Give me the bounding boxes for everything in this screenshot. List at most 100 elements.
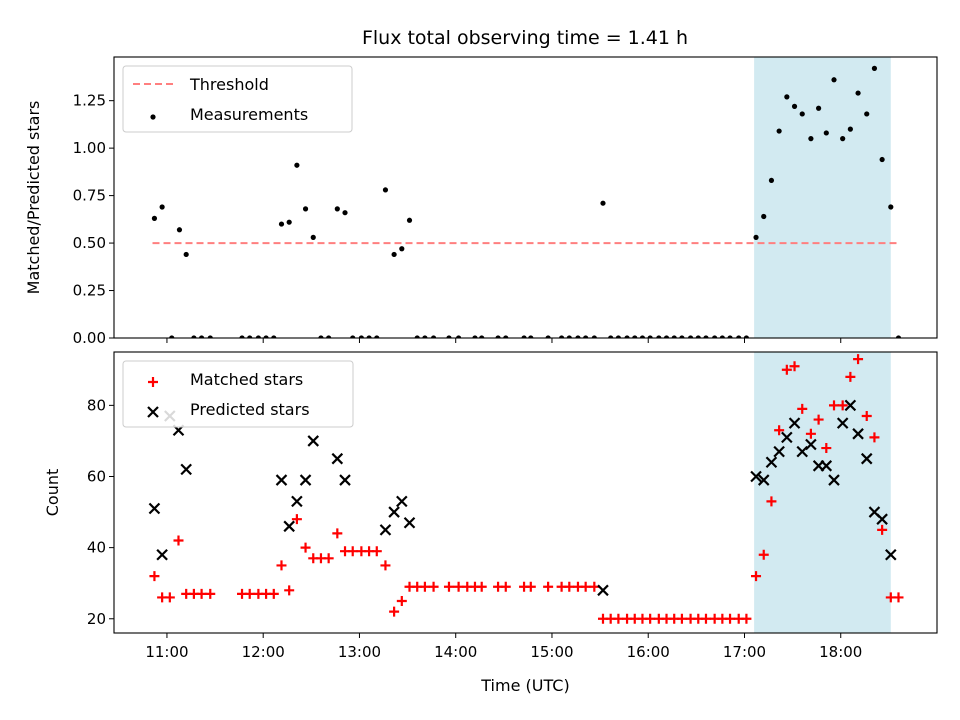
data-point bbox=[503, 335, 509, 338]
predicted-point bbox=[275, 474, 288, 486]
legend-marker bbox=[147, 406, 159, 418]
matched-point bbox=[276, 560, 287, 571]
data-point bbox=[840, 136, 846, 142]
data-point bbox=[583, 335, 589, 338]
legend-marker bbox=[150, 114, 156, 120]
shaded-region bbox=[754, 352, 891, 633]
matched-point bbox=[781, 364, 792, 375]
data-point bbox=[422, 335, 428, 338]
matched-point bbox=[877, 524, 888, 535]
matched-point bbox=[589, 581, 600, 592]
data-point bbox=[727, 335, 733, 338]
matched-point bbox=[845, 371, 856, 382]
data-point bbox=[687, 335, 694, 338]
data-point bbox=[816, 105, 822, 111]
data-point bbox=[414, 335, 420, 338]
x-tick-label: 12:00 bbox=[242, 643, 285, 661]
data-point bbox=[207, 335, 213, 338]
matched-point bbox=[268, 588, 279, 599]
data-point bbox=[855, 90, 861, 96]
axes-frame bbox=[113, 56, 938, 339]
y-tick-label: 0.75 bbox=[73, 187, 106, 205]
y-axis-label: Count bbox=[43, 469, 62, 517]
data-point bbox=[566, 335, 572, 338]
predicted-point bbox=[750, 470, 762, 483]
data-point bbox=[823, 130, 829, 136]
matched-point bbox=[244, 588, 255, 599]
matched-point bbox=[396, 595, 407, 606]
x-tick-label: 11:00 bbox=[145, 643, 188, 661]
matched-point bbox=[476, 581, 487, 592]
y-tick-label: 1.00 bbox=[73, 139, 106, 157]
data-point bbox=[310, 234, 316, 240]
matched-point bbox=[821, 443, 832, 454]
ratio-panel: 0.00 0.25 0.50 0.75 1.00 1.25 Matched/Predicte… bbox=[24, 56, 938, 347]
x-tick-label: 16:00 bbox=[627, 643, 670, 661]
data-point bbox=[406, 217, 413, 223]
data-point bbox=[183, 251, 189, 258]
data-point bbox=[879, 156, 885, 163]
data-point bbox=[302, 206, 309, 212]
chart-title: Flux total observing time = 1.41 h bbox=[362, 27, 688, 49]
data-point bbox=[382, 187, 389, 193]
data-point bbox=[591, 335, 597, 338]
data-point bbox=[719, 335, 725, 338]
matched-point bbox=[861, 411, 872, 422]
data-point bbox=[784, 94, 790, 100]
matched-point bbox=[543, 581, 554, 592]
matched-point bbox=[443, 581, 454, 592]
data-point bbox=[632, 335, 638, 338]
plot-area bbox=[148, 354, 904, 624]
data-point bbox=[318, 335, 324, 338]
matched-point bbox=[837, 400, 848, 411]
data-point bbox=[624, 335, 630, 338]
data-point bbox=[888, 204, 894, 210]
data-point bbox=[615, 335, 621, 338]
data-point bbox=[334, 206, 340, 212]
shaded-region bbox=[754, 57, 891, 338]
data-point bbox=[575, 335, 581, 338]
x-tick-label: 15:00 bbox=[530, 643, 573, 661]
matched-point bbox=[751, 571, 762, 582]
matched-point bbox=[525, 581, 536, 592]
matched-point bbox=[205, 588, 216, 599]
data-point bbox=[294, 162, 300, 168]
predicted-point bbox=[388, 506, 400, 518]
matched-point bbox=[371, 546, 382, 557]
matched-point bbox=[797, 403, 808, 414]
data-point bbox=[472, 335, 478, 338]
matched-point bbox=[380, 560, 391, 571]
data-point bbox=[545, 335, 551, 338]
predicted-point bbox=[773, 445, 785, 458]
data-point bbox=[679, 335, 685, 338]
data-point bbox=[255, 335, 261, 338]
data-point bbox=[831, 77, 837, 83]
predicted-point bbox=[307, 435, 320, 447]
data-point bbox=[326, 335, 332, 338]
y-tick-label: 80 bbox=[87, 396, 106, 414]
predicted-point bbox=[828, 474, 840, 486]
x-tick-label: 13:00 bbox=[338, 643, 381, 661]
matched-point bbox=[332, 528, 343, 539]
data-point bbox=[479, 335, 485, 338]
matched-point bbox=[789, 361, 800, 372]
data-point bbox=[176, 227, 183, 233]
axes-frame bbox=[113, 351, 938, 634]
data-point bbox=[350, 335, 356, 338]
data-point bbox=[399, 246, 405, 252]
data-point bbox=[151, 215, 158, 221]
matched-point bbox=[196, 588, 207, 599]
matched-point bbox=[347, 546, 358, 557]
predicted-point bbox=[836, 417, 849, 429]
predicted-point bbox=[339, 474, 351, 486]
x-tick-label: 17:00 bbox=[723, 643, 766, 661]
matched-point bbox=[173, 535, 184, 546]
predicted-point bbox=[860, 452, 873, 465]
predicted-point bbox=[876, 513, 888, 525]
matched-point bbox=[766, 496, 777, 507]
predicted-point bbox=[805, 438, 817, 451]
data-point bbox=[446, 335, 452, 338]
data-point bbox=[191, 335, 197, 338]
matched-point bbox=[893, 592, 904, 603]
